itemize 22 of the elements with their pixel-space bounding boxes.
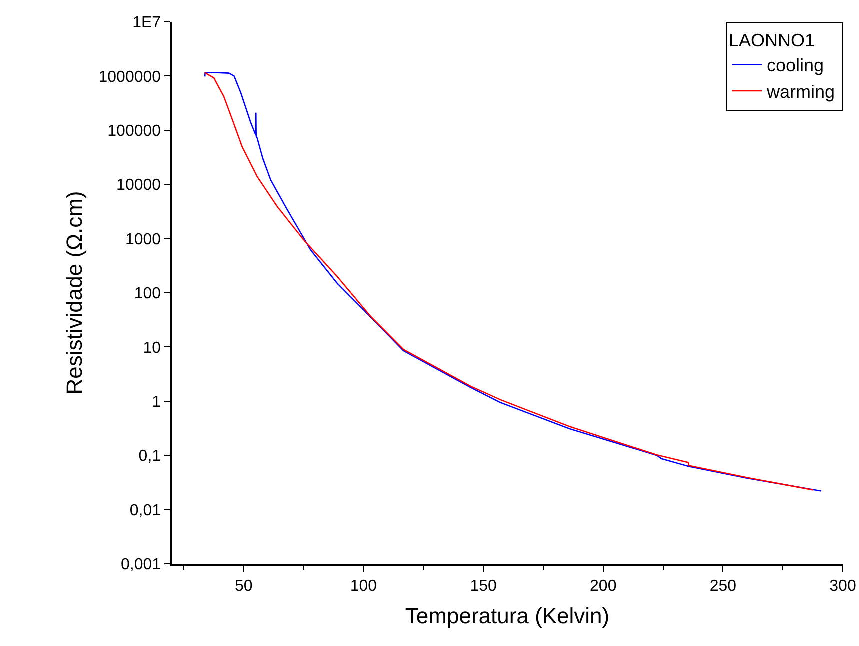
x-tick-label: 150 (470, 578, 497, 595)
y-axis-title: Resistividade (Ω.cm) (62, 191, 88, 395)
x-tick-label: 200 (590, 578, 617, 595)
y-tick-label: 100 (134, 286, 162, 303)
x-axis-title: Temperatura (Kelvin) (405, 603, 610, 628)
x-tick-label: 50 (234, 578, 253, 595)
legend-label: warming (766, 82, 836, 102)
y-tick-label: 1000000 (98, 68, 162, 86)
y-tick-label: 1E7 (132, 14, 162, 32)
legend-label: cooling (767, 56, 824, 76)
legend-title: LAONNO1 (729, 30, 816, 50)
y-tick-label: 10 (143, 340, 162, 357)
y-tick-label: 0,01 (130, 502, 162, 520)
y-tick-label: 10000 (116, 177, 162, 194)
y-tick-label: 1 (152, 394, 162, 411)
y-tick-label: 1000 (125, 231, 162, 248)
x-tick-label: 250 (710, 578, 737, 595)
y-tick-label: 0,001 (121, 556, 162, 574)
y-tick-label: 0,1 (138, 448, 162, 466)
y-tick-label: 100000 (108, 123, 162, 140)
x-tick-label: 300 (830, 578, 856, 595)
x-tick-label: 100 (350, 578, 378, 595)
